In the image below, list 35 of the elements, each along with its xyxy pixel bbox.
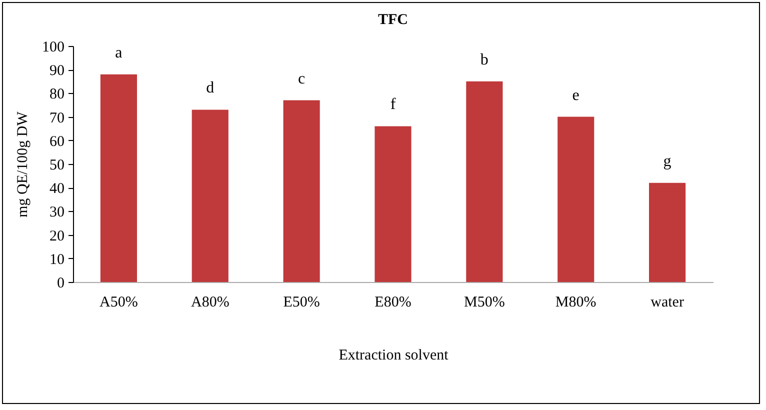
annotation: a <box>115 44 122 62</box>
x-tick-label: A80% <box>190 294 230 310</box>
y-tick-label: 80 <box>50 86 64 103</box>
annotation: f <box>390 96 396 114</box>
bar <box>466 81 503 282</box>
x-tick-label: M50% <box>464 294 505 310</box>
x-tick-label: A50% <box>100 294 138 310</box>
y-tick-label: 50 <box>50 158 64 174</box>
y-tick-label: 30 <box>50 204 64 221</box>
annotation: g <box>663 152 672 170</box>
annotation: c <box>298 70 306 88</box>
annotation: d <box>206 80 214 97</box>
x-tick-label: E50% <box>283 294 320 310</box>
bar <box>283 100 320 282</box>
y-tick-label: 20 <box>50 228 64 244</box>
annotation: e <box>572 86 580 104</box>
chart-title: TFC <box>378 12 408 28</box>
x-tick-label: E80% <box>374 294 412 310</box>
y-tick-label: 60 <box>50 134 64 150</box>
y-tick-label: 0 <box>57 276 64 292</box>
y-tick-label: 10 <box>50 252 64 268</box>
y-tick-label: 40 <box>50 181 64 198</box>
y-tick-label: 90 <box>50 63 64 80</box>
bar <box>558 116 594 282</box>
y-axis-title: mg QE/100g DW <box>15 110 31 218</box>
x-tick-label: M80% <box>555 294 596 310</box>
y-tick-label: 70 <box>50 110 64 126</box>
y-tick-label: 100 <box>42 40 64 56</box>
annotation: b <box>480 51 488 68</box>
bar <box>649 182 686 282</box>
x-tick-label: water <box>650 294 684 310</box>
bar <box>100 74 137 282</box>
bar <box>374 126 412 282</box>
bar <box>192 110 228 282</box>
x-axis-title: Extraction solvent <box>338 348 450 364</box>
